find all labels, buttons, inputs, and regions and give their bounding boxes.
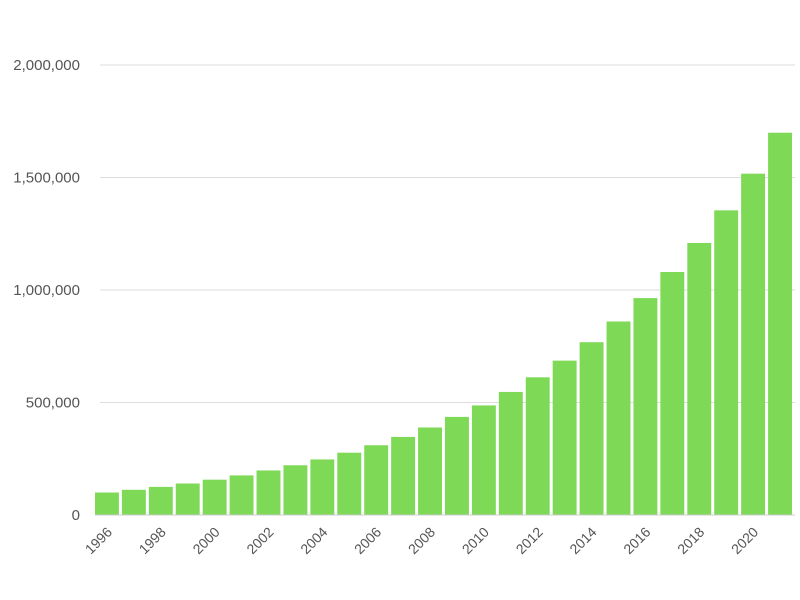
bar-2018	[687, 242, 712, 515]
y-tick-label: 1,000,000	[13, 282, 80, 299]
bar-2007	[391, 436, 416, 515]
y-tick-label: 0	[72, 507, 80, 524]
bar-2013	[552, 360, 577, 515]
bar-1997	[121, 489, 146, 515]
y-axis-tick-labels: 0 500,000 1,000,000 1,500,000 2,000,000	[13, 57, 80, 524]
x-tick-label: 1996	[82, 524, 115, 557]
bar-2004	[310, 459, 335, 515]
bar-2008	[418, 427, 442, 515]
x-axis-tick-labels: 1996 1998 2000 2002 2004 2006 2008 2010 2012 2014…	[82, 524, 762, 557]
bar-2019	[714, 210, 739, 515]
bar-2014	[579, 342, 604, 515]
x-tick-label: 2020	[728, 524, 761, 557]
bar-1996	[95, 492, 119, 515]
bar-2003	[283, 465, 308, 515]
x-tick-label: 2006	[351, 524, 384, 557]
x-tick-label: 2000	[189, 524, 222, 557]
bar-2020	[741, 173, 766, 515]
bar-2000	[202, 479, 227, 515]
bar-2017	[660, 272, 685, 515]
x-tick-label: 2008	[405, 524, 438, 557]
bar-1998	[148, 486, 173, 516]
bar-2016	[633, 298, 658, 515]
y-tick-label: 1,500,000	[13, 170, 80, 187]
bars	[95, 132, 792, 516]
x-tick-label: 2010	[459, 524, 492, 557]
x-tick-label: 2012	[513, 524, 546, 557]
bar-2011	[498, 391, 523, 515]
bar-2009	[445, 416, 469, 515]
x-tick-label: 2002	[243, 524, 276, 557]
bar-2002	[256, 470, 281, 515]
x-tick-label: 1998	[136, 524, 169, 557]
x-tick-label: 2014	[566, 524, 599, 557]
x-tick-label: 2016	[620, 524, 653, 557]
bar-2006	[364, 445, 389, 515]
x-tick-label: 2004	[297, 524, 330, 557]
x-tick-label: 2018	[674, 524, 707, 557]
bar-1999	[175, 483, 200, 515]
bar-2015	[606, 321, 631, 515]
bar-2012	[525, 377, 550, 515]
bar-2021	[768, 132, 792, 515]
bar-2010	[471, 405, 496, 515]
y-tick-label: 2,000,000	[13, 57, 80, 74]
y-tick-label: 500,000	[26, 395, 80, 412]
bar-2005	[337, 452, 362, 515]
bar-2001	[229, 475, 254, 515]
